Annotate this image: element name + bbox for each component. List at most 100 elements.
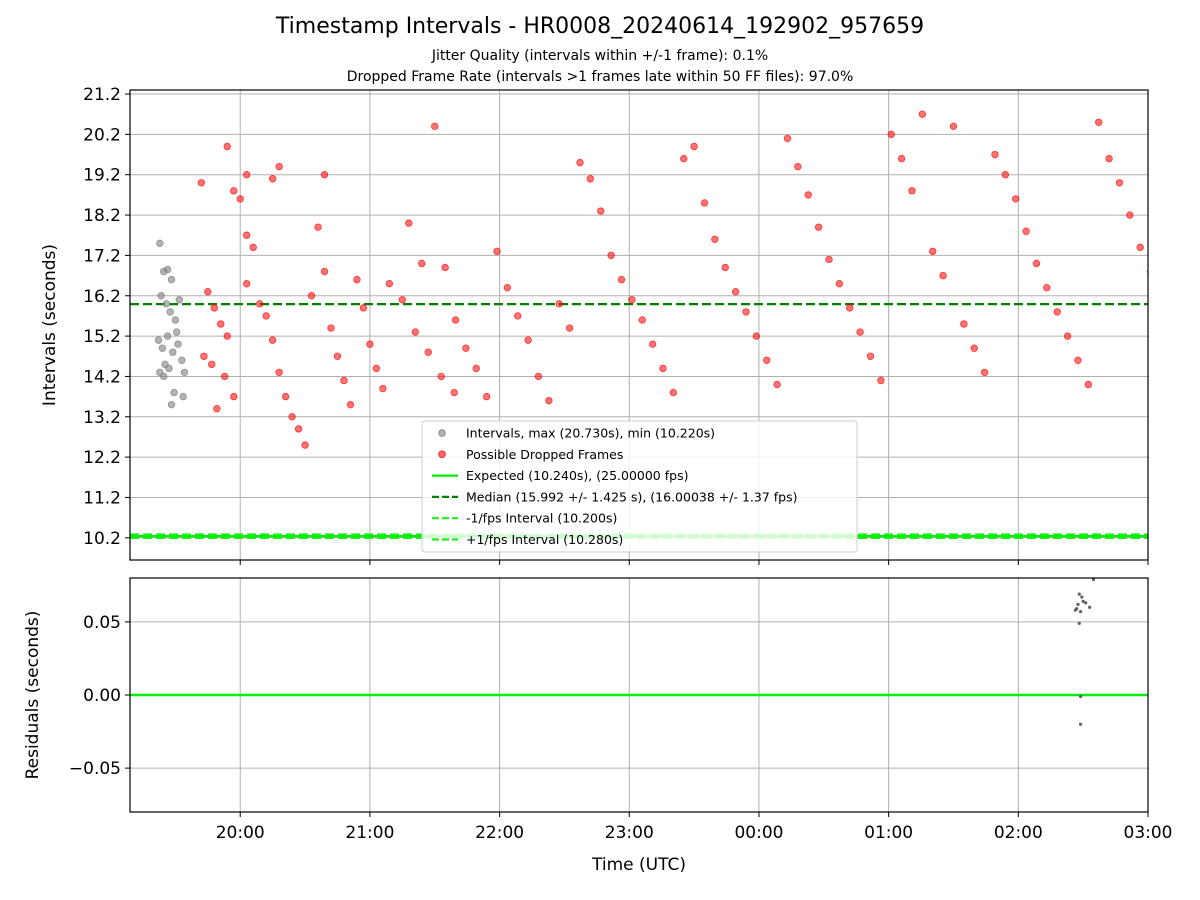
dropped-frame-point <box>379 384 387 393</box>
interval-point <box>160 372 168 381</box>
dropped-frame-point <box>204 288 212 296</box>
dropped-frame-point <box>1105 154 1113 163</box>
dropped-frame-point <box>1022 227 1030 235</box>
intervals-y-tick-label: 18.2 <box>83 206 121 226</box>
interval-point <box>157 292 165 300</box>
dropped-frame-point <box>243 279 251 288</box>
dropped-frame-point <box>1084 380 1093 389</box>
dropped-frame-point <box>866 352 875 360</box>
dropped-frame-point <box>255 300 264 308</box>
interval-point <box>179 392 187 401</box>
residual-point <box>1078 694 1083 699</box>
interval-point <box>167 400 176 409</box>
residual-point <box>1084 601 1088 605</box>
residuals-y-tick-label: 0.00 <box>83 686 121 706</box>
dropped-frame-point <box>223 142 231 151</box>
dropped-frame-point <box>763 356 771 365</box>
dropped-frame-point <box>524 336 532 344</box>
legend-entry-label: -1/fps Interval (10.200s) <box>466 511 617 526</box>
residuals-y-tick-label: −0.05 <box>69 759 121 779</box>
dropped-frame-point <box>243 171 251 179</box>
dropped-frame-point <box>991 150 999 159</box>
dropped-frame-point <box>320 267 329 276</box>
residual-point <box>1088 605 1092 609</box>
dropped-frame-point <box>648 340 657 348</box>
dropped-frame-point <box>320 171 329 179</box>
dropped-frame-point <box>1001 171 1010 179</box>
legend-box <box>421 420 858 553</box>
dropped-frame-point <box>197 179 206 187</box>
residual-point <box>1076 602 1080 606</box>
intervals-y-tick-label: 21.2 <box>83 85 121 105</box>
interval-point <box>163 332 172 340</box>
dropped-frame-point <box>333 352 342 360</box>
dropped-frame-point <box>980 368 989 377</box>
interval-point <box>171 316 180 324</box>
dropped-frame-point <box>200 352 208 360</box>
dropped-frame-point <box>638 316 646 324</box>
dropped-frame-point <box>700 199 709 207</box>
dropped-frame-point <box>628 296 636 304</box>
dropped-frame-point <box>493 247 501 256</box>
dropped-frame-point <box>1043 283 1051 292</box>
interval-point <box>175 296 183 304</box>
interval-point <box>169 348 177 356</box>
dropped-frame-point <box>721 263 729 272</box>
residuals-y-ticks: −0.05 0.00 0.05 <box>69 613 130 779</box>
dropped-frame-point <box>555 300 563 308</box>
interval-point <box>158 344 167 352</box>
intervals-grid <box>130 90 1149 560</box>
dropped-frame-point <box>411 328 419 336</box>
dropped-frame-point <box>1126 211 1134 219</box>
dropped-frame-point <box>597 207 605 215</box>
x-tick-label: 23:00 <box>605 823 654 843</box>
legend-entry-label: Expected (10.240s), (25.00000 fps) <box>466 468 688 483</box>
dropped-frame-point <box>1115 179 1124 187</box>
intervals-y-ticks: 10.2 11.2 12.2 13.2 14.2 15.2 16.2 17.2 18.2 19.2… <box>83 85 130 549</box>
dropped-frame-point <box>939 271 947 280</box>
x-tick-label: 00:00 <box>734 823 783 843</box>
dropped-frame-point <box>281 392 290 401</box>
dropped-frame-point <box>814 223 823 231</box>
intervals-y-tick-label: 11.2 <box>83 488 121 508</box>
dropped-frame-point <box>731 288 740 296</box>
dropped-frame-point <box>846 304 854 312</box>
dropped-frame-point <box>346 400 355 409</box>
dropped-frame-point <box>680 154 688 163</box>
dropped-frame-point <box>887 130 895 139</box>
dropped-frame-point <box>482 392 491 401</box>
dropped-frame-point <box>586 175 595 183</box>
dropped-frame-point <box>877 376 885 385</box>
residual-point <box>1081 599 1085 604</box>
dropped-frame-point <box>268 336 277 344</box>
intervals-y-tick-label: 13.2 <box>83 408 121 428</box>
interval-point <box>161 360 169 369</box>
interval-point <box>174 340 182 348</box>
dropped-frame-point <box>617 275 626 284</box>
dropped-frame-point <box>783 134 792 143</box>
dropped-frame-point <box>243 231 251 239</box>
legend-entry-label: Median (15.992 +/- 1.425 s), (16.00038 +… <box>466 489 797 504</box>
intervals-y-tick-label: 14.2 <box>83 367 121 387</box>
jitter-quality-subtitle: Jitter Quality (intervals within +/-1 fr… <box>431 48 769 64</box>
interval-point <box>180 368 189 377</box>
dropped-frame-point <box>918 110 927 118</box>
residual-point <box>1075 607 1079 611</box>
dropped-frame-point <box>929 247 937 256</box>
dropped-frame-point <box>353 275 361 284</box>
residuals-points <box>1073 578 1096 726</box>
dropped-frame-point <box>960 320 968 328</box>
dropped-frame-point <box>307 292 316 300</box>
interval-point <box>163 265 172 274</box>
x-tick-label: 20:00 <box>216 823 265 843</box>
dropped-frame-point <box>301 441 309 449</box>
intervals-y-tick-label: 20.2 <box>83 125 121 145</box>
dropped-frame-point <box>275 368 283 377</box>
dropped-frame-point <box>1178 341 1185 348</box>
dropped-frame-point <box>794 162 802 171</box>
legend-dropped-marker <box>438 450 446 458</box>
dropped-frame-point <box>565 324 574 332</box>
dropped-frame-point <box>856 328 864 336</box>
dropped-frame-rate-subtitle: Dropped Frame Rate (intervals >1 frames … <box>346 69 854 85</box>
dropped-frame-point <box>1136 243 1144 252</box>
